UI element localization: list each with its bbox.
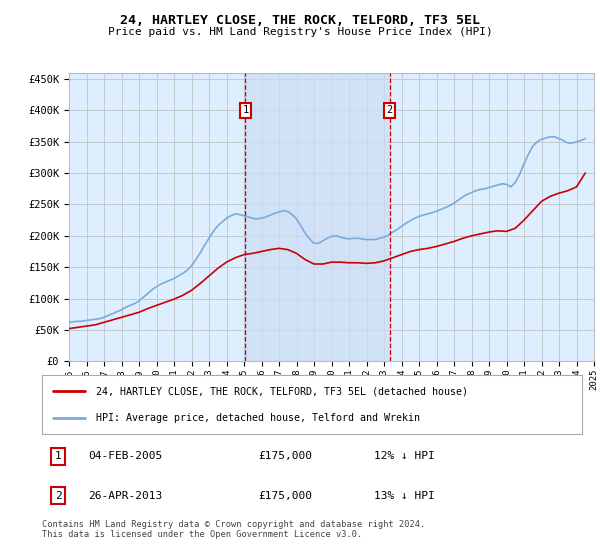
Text: 2: 2 xyxy=(386,105,393,115)
Text: 1: 1 xyxy=(242,105,248,115)
Text: 12% ↓ HPI: 12% ↓ HPI xyxy=(374,451,435,461)
Text: £175,000: £175,000 xyxy=(258,491,312,501)
Text: HPI: Average price, detached house, Telford and Wrekin: HPI: Average price, detached house, Telf… xyxy=(96,413,420,423)
Text: Price paid vs. HM Land Registry's House Price Index (HPI): Price paid vs. HM Land Registry's House … xyxy=(107,27,493,37)
Text: 24, HARTLEY CLOSE, THE ROCK, TELFORD, TF3 5EL: 24, HARTLEY CLOSE, THE ROCK, TELFORD, TF… xyxy=(120,14,480,27)
Text: 04-FEB-2005: 04-FEB-2005 xyxy=(88,451,162,461)
Text: 24, HARTLEY CLOSE, THE ROCK, TELFORD, TF3 5EL (detached house): 24, HARTLEY CLOSE, THE ROCK, TELFORD, TF… xyxy=(96,386,468,396)
Text: 2: 2 xyxy=(55,491,62,501)
Bar xyxy=(245,73,389,361)
Text: £175,000: £175,000 xyxy=(258,451,312,461)
Text: 1: 1 xyxy=(55,451,62,461)
Text: 13% ↓ HPI: 13% ↓ HPI xyxy=(374,491,435,501)
Text: 26-APR-2013: 26-APR-2013 xyxy=(88,491,162,501)
Text: Contains HM Land Registry data © Crown copyright and database right 2024.
This d: Contains HM Land Registry data © Crown c… xyxy=(42,520,425,539)
